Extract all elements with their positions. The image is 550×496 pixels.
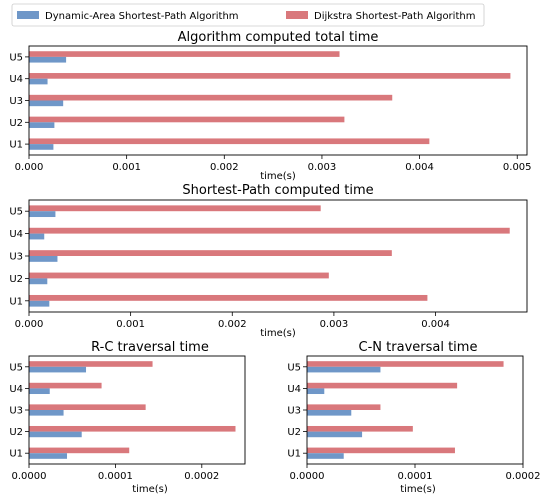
- y-tick-label: U3: [287, 406, 301, 417]
- bar-dynamic-u2: [29, 431, 82, 438]
- x-tick-label: 0.001: [112, 162, 141, 173]
- y-tick-label: U4: [9, 229, 23, 240]
- x-tick-label: 0.004: [405, 162, 434, 173]
- bar-dynamic-u4: [307, 388, 325, 395]
- bar-dynamic-u1: [307, 453, 344, 459]
- bar-dijkstra-u2: [307, 425, 413, 432]
- bar-dynamic-u5: [29, 366, 87, 373]
- x-tick-label: 0.000: [15, 319, 44, 330]
- chart-title: C-N traversal time: [359, 340, 478, 355]
- x-axis-label: time(s): [260, 171, 296, 182]
- y-tick-label: U3: [9, 96, 23, 107]
- x-tick-label: 0.0001: [98, 471, 133, 482]
- legend-swatch-dynamic: [17, 11, 39, 19]
- bar-dijkstra-u4: [307, 382, 458, 389]
- bar-dynamic-u1: [29, 144, 54, 150]
- bar-dijkstra-u2: [29, 425, 236, 432]
- x-axis-label: time(s): [132, 484, 168, 495]
- plot-frame: [28, 45, 528, 156]
- legend-box: [11, 3, 485, 27]
- chart-title: Algorithm computed total time: [178, 30, 379, 45]
- y-tick-label: U2: [287, 427, 301, 438]
- plot-frame: [28, 355, 246, 465]
- x-tick-label: 0.005: [503, 162, 532, 173]
- bar-dijkstra-u1: [29, 294, 428, 301]
- x-tick-label: 0.0000: [12, 471, 47, 482]
- bar-dijkstra-u3: [29, 250, 392, 256]
- x-tick-label: 0.003: [308, 162, 337, 173]
- bar-dijkstra-u1: [29, 138, 430, 145]
- y-tick-label: U5: [9, 207, 23, 218]
- x-tick-label: 0.002: [218, 319, 247, 330]
- y-tick-label: U2: [9, 427, 23, 438]
- bar-dijkstra-u4: [29, 382, 102, 389]
- y-tick-label: U1: [9, 140, 23, 151]
- x-tick-label: 0.002: [210, 162, 239, 173]
- bar-dijkstra-u5: [29, 361, 153, 367]
- chart-panel-total-time: Algorithm computed total time time(s) U1…: [9, 30, 531, 182]
- bar-dynamic-u5: [29, 56, 67, 63]
- plot-frame: [28, 199, 528, 313]
- x-tick-label: 0.003: [320, 319, 349, 330]
- y-tick-label: U2: [9, 274, 23, 285]
- bar-dijkstra-u5: [29, 205, 321, 212]
- bar-dijkstra-u1: [307, 447, 455, 454]
- x-tick-label: 0.004: [421, 319, 450, 330]
- bar-dijkstra-u2: [29, 116, 345, 123]
- bar-dynamic-u2: [29, 122, 55, 128]
- y-tick-label: U1: [9, 296, 23, 307]
- bar-dijkstra-u5: [307, 361, 504, 367]
- chart-title: Shortest-Path computed time: [182, 183, 373, 198]
- y-tick-label: U4: [9, 74, 23, 85]
- x-axis-label: time(s): [400, 484, 436, 495]
- chart-title: R-C traversal time: [91, 340, 209, 355]
- bar-dynamic-u2: [29, 278, 48, 285]
- chart-panel-shortest-path-time: Shortest-Path computed time time(s) U1 U2…: [9, 183, 528, 339]
- legend-label-dynamic: Dynamic-Area Shortest-Path Algorithm: [45, 11, 239, 22]
- x-tick-label: 0.000: [15, 162, 44, 173]
- bar-dijkstra-u3: [29, 94, 393, 101]
- y-tick-label: U1: [9, 449, 23, 460]
- y-tick-label: U5: [9, 362, 23, 373]
- bar-dijkstra-u1: [29, 447, 130, 454]
- x-axis-label: time(s): [260, 328, 296, 339]
- y-tick-label: U5: [9, 52, 23, 63]
- bar-dijkstra-u4: [29, 73, 511, 79]
- y-tick-label: U3: [9, 252, 23, 263]
- x-tick-label: 0.0002: [506, 471, 541, 482]
- bar-dynamic-u4: [29, 388, 50, 395]
- chart-panel-rc-traversal: R-C traversal time time(s) U1 U2 U3 U4 U5 0.0…: [9, 340, 246, 495]
- y-tick-label: U4: [9, 384, 23, 395]
- bar-dynamic-u3: [29, 410, 64, 416]
- bar-dijkstra-u3: [307, 404, 381, 410]
- bar-dynamic-u1: [29, 453, 68, 459]
- y-tick-label: U3: [9, 406, 23, 417]
- legend: Dynamic-Area Shortest-Path Algorithm Dij…: [11, 3, 485, 27]
- bar-dynamic-u3: [29, 100, 64, 107]
- x-tick-label: 0.0001: [398, 471, 433, 482]
- bar-dijkstra-u4: [29, 227, 510, 234]
- bar-dynamic-u1: [29, 300, 50, 307]
- x-tick-label: 0.0000: [290, 471, 325, 482]
- legend-label-dijkstra: Dijkstra Shortest-Path Algorithm: [314, 11, 475, 22]
- legend-swatch-dijkstra: [286, 11, 308, 19]
- bar-dynamic-u5: [307, 366, 381, 373]
- y-tick-label: U1: [287, 449, 301, 460]
- bar-dijkstra-u2: [29, 272, 329, 279]
- y-tick-label: U5: [287, 362, 301, 373]
- bar-dynamic-u3: [29, 256, 58, 262]
- bar-dynamic-u5: [29, 211, 56, 218]
- bar-dijkstra-u5: [29, 51, 340, 57]
- bar-dynamic-u3: [307, 410, 352, 416]
- bar-dynamic-u2: [307, 431, 363, 438]
- y-tick-label: U4: [287, 384, 301, 395]
- bar-dynamic-u4: [29, 233, 45, 240]
- x-tick-label: 0.0002: [184, 471, 219, 482]
- bar-dijkstra-u3: [29, 404, 146, 410]
- x-tick-label: 0.001: [116, 319, 145, 330]
- chart-panel-cn-traversal: C-N traversal time time(s) U1 U2 U3 U4 U5 0.0…: [287, 340, 540, 495]
- y-tick-label: U2: [9, 118, 23, 129]
- bar-dynamic-u4: [29, 78, 48, 85]
